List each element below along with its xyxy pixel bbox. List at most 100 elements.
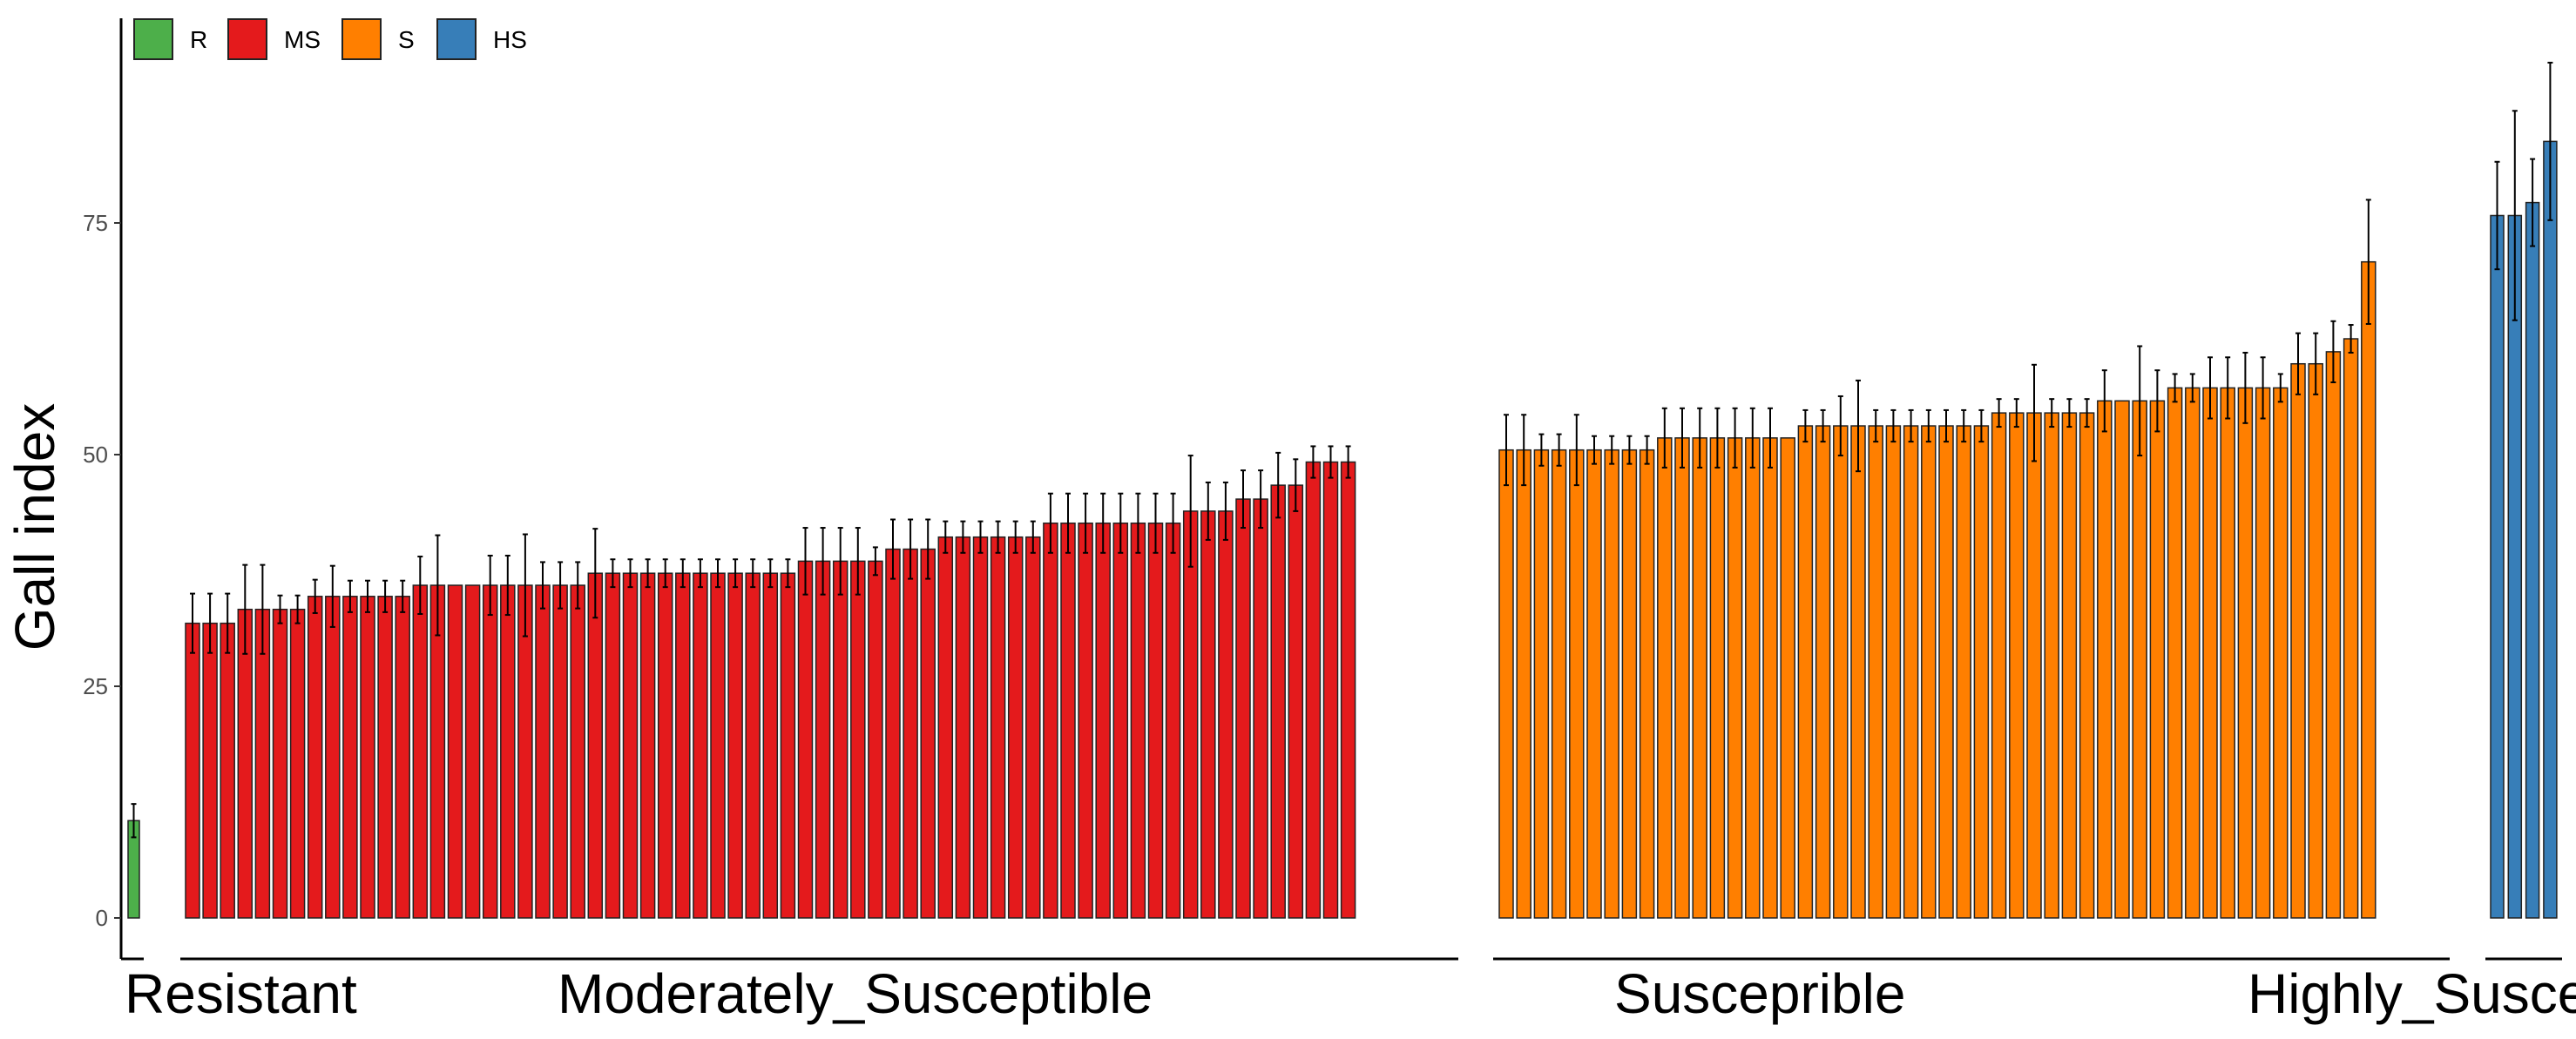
bar-ms xyxy=(832,560,849,919)
bar-s xyxy=(2255,387,2271,919)
bar-s xyxy=(2009,412,2025,919)
bar-s xyxy=(1657,437,1673,919)
bar-s xyxy=(2167,387,2183,919)
bar-ms xyxy=(412,584,429,919)
legend-swatch-r xyxy=(133,18,173,60)
bar-s xyxy=(2061,412,2078,919)
bar-ms xyxy=(885,548,901,919)
bar-ms xyxy=(1147,522,1164,919)
bar-s xyxy=(2079,412,2095,919)
group-labels: Resistant Moderately_Susceptible Susceprib… xyxy=(125,962,2576,1025)
bar-s xyxy=(1516,449,1531,919)
y-tick-label: 75 xyxy=(83,210,108,236)
bar-ms xyxy=(500,584,516,919)
bar-hs xyxy=(2543,140,2558,919)
bar-s xyxy=(2290,362,2306,919)
bar-ms xyxy=(447,584,463,919)
bar-ms xyxy=(622,572,639,919)
bar-s xyxy=(1621,449,1638,919)
error-bars xyxy=(131,61,2553,839)
bar-s xyxy=(1745,437,1761,919)
legend-label-ms: MS xyxy=(284,26,321,53)
bar-ms xyxy=(955,536,971,919)
bar-s xyxy=(1762,437,1778,919)
bar-s xyxy=(1674,437,1690,919)
bar-ms xyxy=(693,572,708,919)
bar-ms xyxy=(780,572,796,919)
legend-label-s: S xyxy=(398,26,415,53)
bars xyxy=(127,140,2558,919)
bar-ms xyxy=(482,584,498,919)
bar-ms xyxy=(1007,536,1024,919)
bar-ms xyxy=(1060,522,1076,919)
bar-ms xyxy=(1305,461,1322,919)
group-label-s: Susceprible xyxy=(1614,962,1905,1025)
bar-ms xyxy=(990,536,1006,919)
bar-s xyxy=(1938,425,1954,919)
bar-s xyxy=(2220,387,2235,919)
bar-s xyxy=(2185,387,2201,919)
bar-ms xyxy=(1235,498,1251,919)
bar-s xyxy=(2044,412,2059,919)
bar-ms xyxy=(797,560,814,919)
bar-ms xyxy=(1025,536,1041,919)
bar-s xyxy=(2308,362,2323,919)
bar-s xyxy=(1833,425,1849,919)
bar-ms xyxy=(903,548,918,919)
bar-s xyxy=(1727,437,1743,919)
bar-ms xyxy=(868,560,883,919)
legend-label-hs: HS xyxy=(493,26,527,53)
bar-ms xyxy=(972,536,989,919)
bar-ms xyxy=(570,584,585,919)
bar-ms xyxy=(1095,522,1111,919)
bar-ms xyxy=(727,572,743,919)
bar-ms xyxy=(1043,522,1058,919)
bar-ms xyxy=(1112,522,1129,919)
bar-s xyxy=(1868,425,1883,919)
bar-ms xyxy=(1270,484,1286,919)
bar-ms xyxy=(710,572,726,919)
bar-s xyxy=(1639,449,1655,919)
bar-ms xyxy=(464,584,481,919)
bar-s xyxy=(2237,387,2254,919)
bar-s xyxy=(1586,449,1602,919)
bar-s xyxy=(1991,412,2007,919)
bar-s xyxy=(1956,425,1971,919)
bar-ms xyxy=(237,608,254,919)
bar-hs xyxy=(2525,201,2540,919)
bar-s xyxy=(1569,449,1585,919)
group-label-ms: Moderately_Susceptible xyxy=(558,962,1153,1025)
bar-ms xyxy=(535,584,551,919)
bar-s xyxy=(1850,425,1866,919)
legend-swatch-ms xyxy=(227,18,267,60)
bar-ms xyxy=(1218,510,1234,919)
y-tick-label: 50 xyxy=(83,442,108,468)
bar-ms xyxy=(254,608,271,919)
bar-s xyxy=(1551,449,1567,919)
y-axis-title: Gall index xyxy=(3,403,66,651)
bar-s xyxy=(1973,425,1990,919)
bar-ms xyxy=(289,608,306,919)
bar-ms xyxy=(377,596,393,919)
bar-ms xyxy=(762,572,779,919)
bar-s xyxy=(2114,400,2130,919)
bar-s xyxy=(1797,425,1814,919)
bar-ms xyxy=(675,572,691,919)
bar-s xyxy=(1533,449,1550,919)
legend-swatch-s xyxy=(341,18,382,60)
bar-ms xyxy=(325,596,341,919)
bar-s xyxy=(1921,425,1937,919)
bar-ms xyxy=(639,572,656,919)
bar-ms xyxy=(850,560,866,919)
bar-ms xyxy=(920,548,936,919)
bar-s xyxy=(1815,425,1831,919)
bar-ms xyxy=(1165,522,1181,919)
bar-s xyxy=(1885,425,1902,919)
bar-s xyxy=(1498,449,1514,919)
bar-s xyxy=(2343,338,2359,919)
group-label-r: Resistant xyxy=(125,962,357,1025)
y-axis-ticks: 0 25 50 75 xyxy=(83,210,121,931)
bar-ms xyxy=(1322,461,1339,919)
bar-ms xyxy=(552,584,568,919)
